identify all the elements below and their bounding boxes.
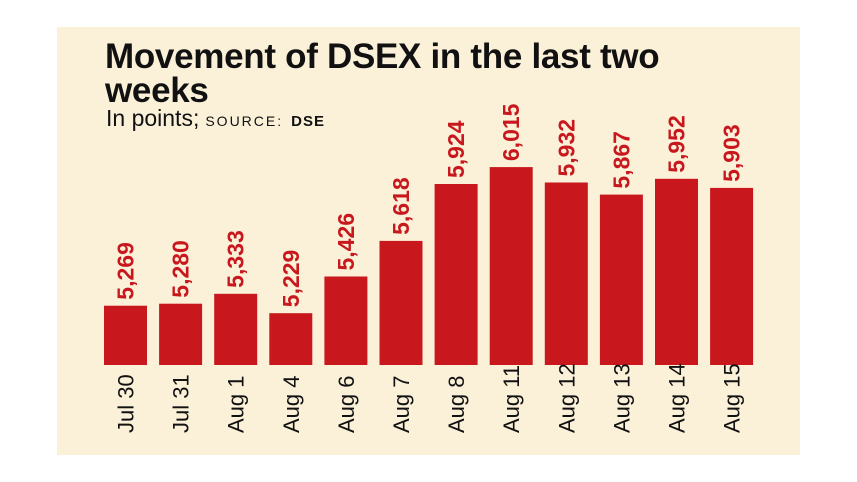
tick-label: Aug 4 — [279, 376, 304, 434]
value-label: 5,229 — [278, 250, 304, 308]
bar-jul-30 — [104, 305, 147, 365]
value-label: 5,269 — [113, 242, 139, 300]
bar-aug-14 — [655, 178, 698, 365]
chart-title: Movement of DSEX in the last two weeks — [105, 37, 660, 110]
bar-aug-15 — [710, 187, 754, 365]
source-name: DSE — [291, 113, 325, 130]
bar-aug-13 — [599, 194, 643, 365]
tick-label: Aug 15 — [720, 363, 745, 433]
tick-label: Jul 31 — [169, 374, 194, 433]
bar-aug-8 — [434, 184, 478, 365]
bar-aug-1 — [214, 293, 258, 365]
value-label: 5,333 — [223, 230, 249, 288]
value-label: 5,426 — [333, 213, 359, 271]
value-label: 5,932 — [553, 119, 579, 177]
bar-aug-11 — [489, 167, 533, 365]
bar-aug-4 — [269, 313, 313, 365]
tick-label: Jul 30 — [114, 374, 139, 433]
bar-aug-12 — [544, 182, 588, 365]
bar-aug-7 — [379, 240, 423, 365]
value-label: 6,015 — [498, 103, 524, 161]
value-label: 5,280 — [168, 240, 194, 298]
value-label: 5,924 — [443, 120, 469, 178]
chart-subtitle: In points; SOURCE: DSE — [106, 105, 325, 132]
value-label: 5,618 — [388, 177, 414, 235]
units-label: In points; — [106, 105, 200, 131]
bar-aug-6 — [324, 276, 368, 365]
tick-label: Aug 13 — [609, 363, 634, 433]
tick-label: Aug 7 — [389, 376, 414, 434]
tick-label: Aug 11 — [499, 365, 524, 433]
value-label: 5,903 — [719, 124, 745, 182]
tick-label: Aug 12 — [554, 363, 579, 433]
value-label: 5,952 — [664, 115, 690, 173]
bar-jul-31 — [159, 303, 203, 365]
tick-label: Aug 14 — [665, 363, 690, 433]
value-label: 5,867 — [608, 131, 634, 189]
tick-label: Aug 8 — [444, 376, 469, 433]
source-label: SOURCE: — [205, 113, 284, 129]
tick-label: Aug 6 — [334, 376, 359, 434]
tick-label: Aug 1 — [224, 376, 249, 434]
